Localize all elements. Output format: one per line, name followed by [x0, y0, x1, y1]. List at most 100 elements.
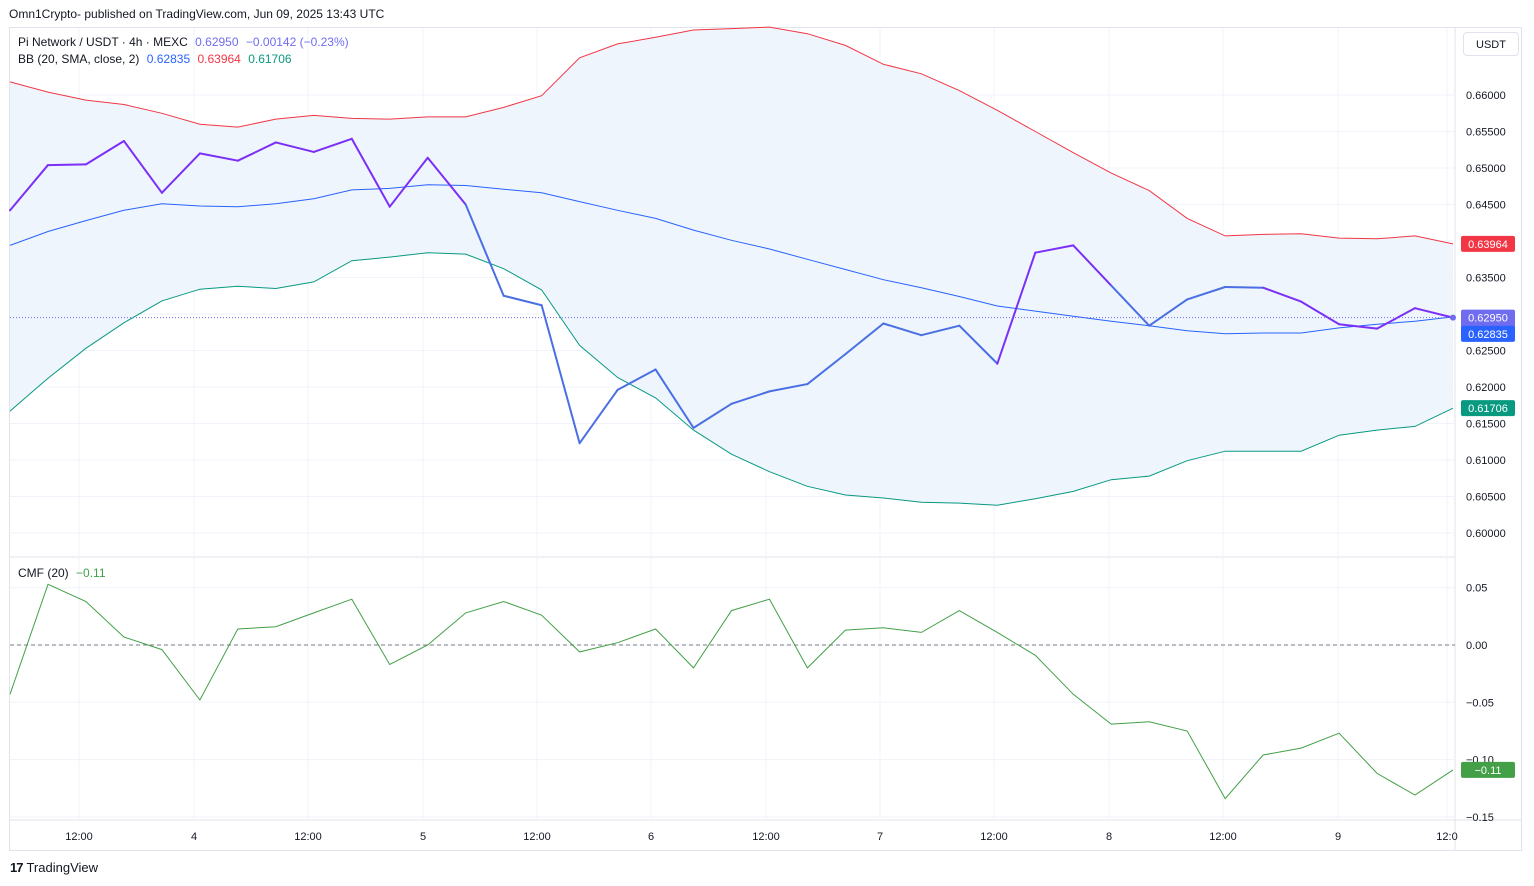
price-segment [1224, 285, 1265, 289]
y-tick-label: 0.62500 [1466, 346, 1506, 358]
price-segment [806, 353, 847, 386]
y-tick-label: 0.61500 [1466, 419, 1506, 431]
bb-label: BB (20, SMA, close, 2) [18, 52, 140, 66]
y-tick-label: 0.60500 [1466, 492, 1506, 504]
bb-basis-badge: 0.62835 [1461, 325, 1515, 342]
price-legend[interactable]: Pi Network / USDT · 4h · MEXC 0.62950 −0… [18, 35, 353, 49]
bb-lower-value: 0.61706 [248, 52, 292, 66]
price-segment [1300, 300, 1341, 326]
price-segment [844, 322, 885, 356]
bb-upper-value: 0.63964 [197, 52, 241, 66]
x-tick-label: 12:0 [1436, 831, 1457, 843]
cmf-pane [9, 583, 1455, 800]
price-segment [198, 152, 239, 162]
published-header: Omn1Crypto- published on TradingView.com… [9, 7, 385, 21]
y-tick-label: 0.61000 [1466, 455, 1506, 467]
price-segment [1414, 307, 1454, 319]
price-segment [654, 368, 695, 429]
x-tick-label: 5 [420, 831, 426, 843]
price-segment [312, 137, 353, 153]
bb-basis-line [9, 184, 1454, 335]
price-segment [502, 294, 543, 307]
bb-basis-value: 0.62835 [146, 52, 191, 66]
bb-upper-badge: 0.63964 [1461, 235, 1515, 252]
price-segment [46, 163, 87, 167]
price-segment [616, 368, 657, 391]
price-segment [426, 156, 467, 206]
last-price: 0.62950 [195, 35, 239, 49]
x-tick-label: 12:00 [752, 831, 780, 843]
price-badges: 0.639640.6295002:16:450.628350.61706−0.1… [1461, 235, 1515, 778]
bb-upper-badge-text: 0.63964 [1468, 239, 1508, 251]
price-segment [1148, 298, 1189, 327]
bb-upper-badge-bg [1461, 235, 1515, 252]
price-segment [388, 156, 429, 208]
cmf-y-tick-label: 0.00 [1466, 640, 1487, 652]
bb-lower-line [9, 252, 1454, 506]
price-segment [464, 203, 505, 297]
y-tick-label: 0.63500 [1466, 273, 1506, 285]
bb-lower-badge-text: 0.61706 [1468, 403, 1508, 415]
price-segment [1262, 286, 1303, 303]
price-segment [692, 402, 733, 429]
bb-lower-badge: 0.61706 [1461, 400, 1515, 417]
price-segment [1186, 285, 1227, 301]
y-tick-label: 0.62000 [1466, 382, 1506, 394]
x-tick-label: 9 [1335, 831, 1341, 843]
x-tick-label: 12:00 [294, 831, 322, 843]
cmf-legend[interactable]: CMF (20) −0.11 [18, 566, 110, 580]
cmf-y-tick-label: −0.15 [1466, 812, 1494, 824]
price-segment [1072, 244, 1113, 287]
cmf-badge-text: −0.11 [1474, 765, 1501, 777]
footer-brand-label: TradingView [26, 860, 99, 875]
price-segment [9, 164, 49, 212]
price-segment [920, 324, 961, 337]
cmf-line [9, 583, 1454, 800]
bb-lower-badge-bg [1461, 400, 1515, 417]
symbol-label: Pi Network / USDT · 4h · MEXC [18, 35, 188, 49]
x-tick-label: 6 [648, 831, 654, 843]
bb-basis-badge-bg [1461, 325, 1515, 342]
cmf-badge-bg [1461, 761, 1515, 778]
y-tick-label: 0.60000 [1466, 528, 1506, 540]
price-segment [84, 139, 125, 166]
cmf-value: −0.11 [76, 566, 106, 580]
price-segment [274, 141, 315, 153]
x-tick-label: 12:00 [980, 831, 1008, 843]
tradingview-logo-icon: 17 [10, 860, 24, 875]
y-tick-label: 0.66000 [1466, 90, 1506, 102]
bb-fill [10, 27, 1453, 506]
cmf-y-tick-label: −0.05 [1466, 697, 1494, 709]
price-segment [160, 152, 201, 194]
cmf-badge: −0.11 [1461, 761, 1515, 778]
price-segment [1338, 323, 1379, 330]
price-segment [996, 251, 1037, 365]
price-segment [1376, 307, 1417, 330]
footer-brand[interactable]: 17 TradingView [10, 860, 98, 875]
price-segment [122, 139, 163, 194]
price-segment [1110, 284, 1151, 327]
x-tick-label: 8 [1106, 831, 1112, 843]
cmf-y-tick-label: 0.05 [1466, 583, 1487, 595]
price-change: −0.00142 (−0.23%) [245, 35, 349, 49]
last-price-dot [1450, 314, 1456, 321]
price-pane [9, 26, 1456, 506]
last-price-badge-text: 0.62950 [1468, 313, 1508, 325]
price-segment [768, 383, 809, 393]
price-segment [236, 141, 277, 162]
price-segment [958, 324, 999, 365]
y-tick-label: 0.65000 [1466, 163, 1506, 175]
price-segment [882, 322, 923, 337]
price-segment [1034, 244, 1075, 254]
price-segment [540, 304, 581, 445]
x-tick-label: 12:00 [523, 831, 551, 843]
bb-legend[interactable]: BB (20, SMA, close, 2) 0.62835 0.63964 0… [18, 52, 296, 66]
currency-button[interactable]: USDT [1463, 32, 1519, 56]
x-tick-label: 12:00 [1209, 831, 1237, 843]
x-tick-label: 12:00 [65, 831, 93, 843]
y-tick-label: 0.64500 [1466, 200, 1506, 212]
x-tick-label: 4 [191, 831, 197, 843]
cmf-label: CMF (20) [18, 566, 69, 580]
price-segment [730, 390, 771, 405]
